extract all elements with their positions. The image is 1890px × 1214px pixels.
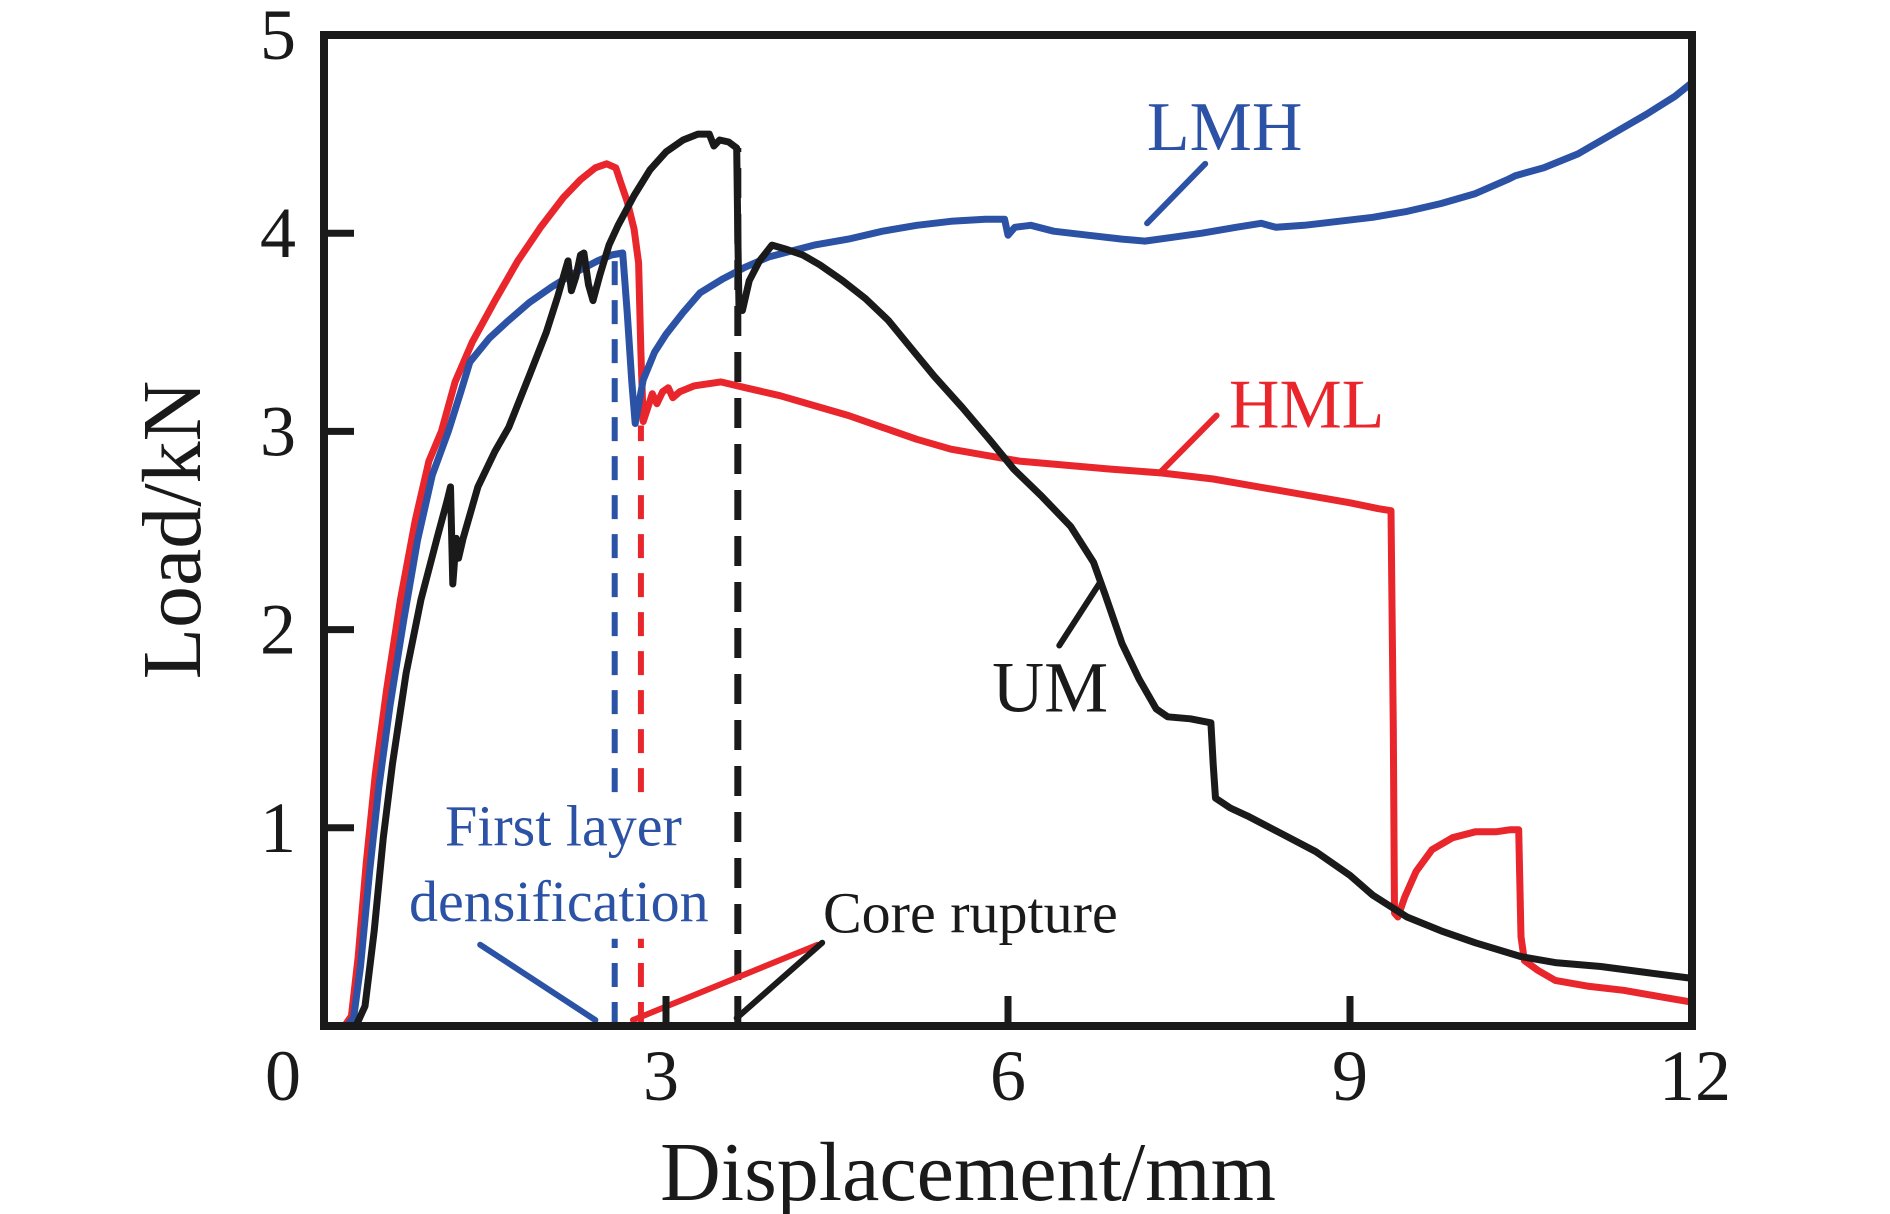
label-first-layer-2: densification xyxy=(409,869,709,934)
core-rupture-pointer-black xyxy=(733,939,826,1022)
x-tick-label-9: 9 xyxy=(1332,1036,1368,1116)
x-tick-label-3: 3 xyxy=(643,1036,679,1116)
y-tick-label-3: 3 xyxy=(260,391,296,471)
um-pointer xyxy=(1056,579,1104,649)
core-rupture-pointer-red xyxy=(629,941,821,1024)
y-axis-title: Load/kN xyxy=(126,381,219,680)
x-tick-label-0: 0 xyxy=(265,1036,301,1116)
label-hml: HML xyxy=(1229,366,1385,443)
label-core-rupture: Core rupture xyxy=(823,881,1118,946)
first-layer-pointer xyxy=(477,941,599,1024)
x-tick-label-6: 6 xyxy=(990,1036,1026,1116)
x-axis-title: Displacement/mm xyxy=(660,1126,1276,1214)
label-um: UM xyxy=(992,648,1108,728)
x-tick-label-12: 12 xyxy=(1659,1036,1731,1116)
hml-pointer xyxy=(1156,412,1220,477)
y-tick-label-2: 2 xyxy=(260,590,296,670)
lmh-pointer xyxy=(1144,160,1209,227)
label-first-layer-1: First layer xyxy=(445,794,682,859)
series-LMH xyxy=(343,79,1696,1030)
series-HML xyxy=(341,160,1696,1030)
y-tick-label-1: 1 xyxy=(260,788,296,868)
y-tick-label-5: 5 xyxy=(260,0,296,75)
label-lmh: LMH xyxy=(1147,89,1303,166)
y-tick-label-4: 4 xyxy=(260,193,296,273)
series-UM xyxy=(352,130,1696,1030)
